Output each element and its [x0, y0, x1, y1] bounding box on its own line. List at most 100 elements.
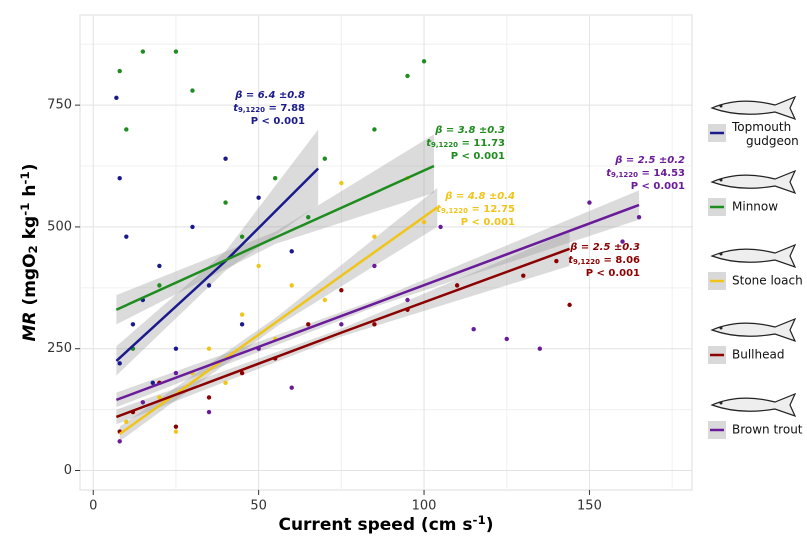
legend-label: Brown trout [732, 423, 803, 437]
data-point [239, 322, 245, 327]
x-tick-label: 50 [250, 499, 267, 514]
annotation-t-sub: 9,1220 [611, 171, 638, 179]
data-point [587, 200, 592, 205]
data-point [272, 176, 278, 181]
fish-eye [719, 252, 723, 256]
data-point [256, 263, 261, 269]
legend: Topmouth gudgeon Minnow Stone loach Bullhea… [708, 95, 803, 439]
label-part: -1 [18, 171, 32, 184]
annotation-t-sub: 9,1220 [238, 106, 265, 114]
fish-eye [719, 326, 723, 330]
fish-body [710, 95, 797, 121]
fish-eye [719, 104, 723, 108]
points [114, 49, 642, 444]
data-point [289, 249, 294, 254]
annotation-p: P < 0.001 [586, 268, 640, 279]
data-point [140, 400, 146, 405]
label-part: Current speed (cm s [278, 515, 472, 535]
data-point [554, 258, 559, 264]
legend-label: Minnow [732, 200, 778, 214]
label-part: kg [20, 216, 40, 245]
data-point [306, 322, 311, 327]
annotation-t: t9,1220 = 12.75 [436, 204, 515, 215]
annotation-p: P < 0.001 [251, 116, 305, 127]
label-part: (mgO [20, 253, 40, 311]
annotation-t-symbol: t [606, 168, 612, 179]
annotation-t-symbol: t [233, 103, 239, 114]
annotation-t-value: = 8.06 [600, 255, 640, 266]
fish-icon [710, 392, 797, 418]
legend-label: Bullhead [732, 348, 784, 362]
fish-body [710, 392, 797, 418]
data-point [339, 288, 344, 293]
data-point [471, 327, 476, 332]
data-point [206, 346, 212, 351]
x-tick-label: 150 [577, 499, 602, 514]
annotation-t: t9,1220 = 11.73 [426, 138, 505, 149]
data-point [239, 312, 245, 317]
annotation-t-value: = 14.53 [638, 168, 685, 179]
data-point [190, 224, 195, 230]
annotation-t: t9,1220 = 8.06 [568, 255, 640, 266]
x-tick-label: 0 [89, 499, 97, 514]
data-point [454, 283, 460, 288]
data-point [372, 263, 377, 269]
annotation-t-value: = 12.75 [468, 204, 515, 215]
annotation-t-sub: 9,1220 [573, 258, 600, 266]
data-point [289, 385, 294, 390]
legend-label: Stone loach [732, 274, 803, 288]
data-point [322, 156, 327, 161]
data-point [223, 380, 228, 386]
label-part: 2 [26, 245, 40, 253]
label-part: -1 [18, 203, 32, 216]
data-point [421, 59, 427, 64]
legend-label-line: Topmouth [731, 120, 795, 134]
data-point [504, 336, 509, 342]
data-point [620, 239, 625, 244]
x-axis-label: Current speed (cm s-1) [278, 513, 493, 535]
data-point [322, 297, 327, 303]
fish-icon [710, 169, 797, 195]
data-point [173, 346, 179, 351]
x-tick-label: 100 [412, 499, 437, 514]
annotation-t-symbol: t [436, 204, 442, 215]
legend-label: Topmouth gudgeon [731, 120, 799, 148]
data-point [223, 156, 228, 161]
data-point [140, 49, 146, 54]
fit-lines [115, 164, 640, 435]
data-point [372, 234, 377, 239]
y-tick-label: 750 [47, 98, 72, 113]
data-point [117, 68, 122, 74]
label-part: MR [20, 311, 40, 341]
data-point [157, 395, 162, 400]
data-point [567, 302, 572, 308]
data-point [173, 370, 179, 376]
y-tick-label: 500 [47, 219, 72, 234]
confidence-band [116, 231, 570, 425]
annotation-t-sub: 9,1220 [441, 207, 468, 215]
data-point [537, 346, 543, 351]
data-point [239, 370, 245, 376]
fish-icon [710, 243, 797, 269]
data-point [372, 322, 377, 327]
label-part: h [20, 185, 40, 203]
fish-icon [710, 95, 797, 121]
annotation-t-symbol: t [426, 138, 432, 149]
data-point [223, 200, 228, 205]
data-point [306, 214, 311, 220]
confidence-band [116, 190, 640, 408]
legend-label-line: gudgeon [746, 134, 799, 148]
annotation-p: P < 0.001 [461, 217, 515, 228]
data-point [239, 234, 245, 239]
data-point [339, 180, 344, 186]
fish-eye [719, 178, 723, 182]
data-point [114, 95, 119, 101]
plot-panel [79, 14, 693, 491]
fish-eye [719, 401, 723, 405]
annotation-beta: β = 3.8 ±0.3 [434, 125, 505, 136]
data-point [405, 297, 410, 303]
fit-line [115, 247, 571, 419]
data-point [421, 219, 427, 225]
annotation-beta: β = 2.5 ±0.3 [569, 242, 640, 253]
